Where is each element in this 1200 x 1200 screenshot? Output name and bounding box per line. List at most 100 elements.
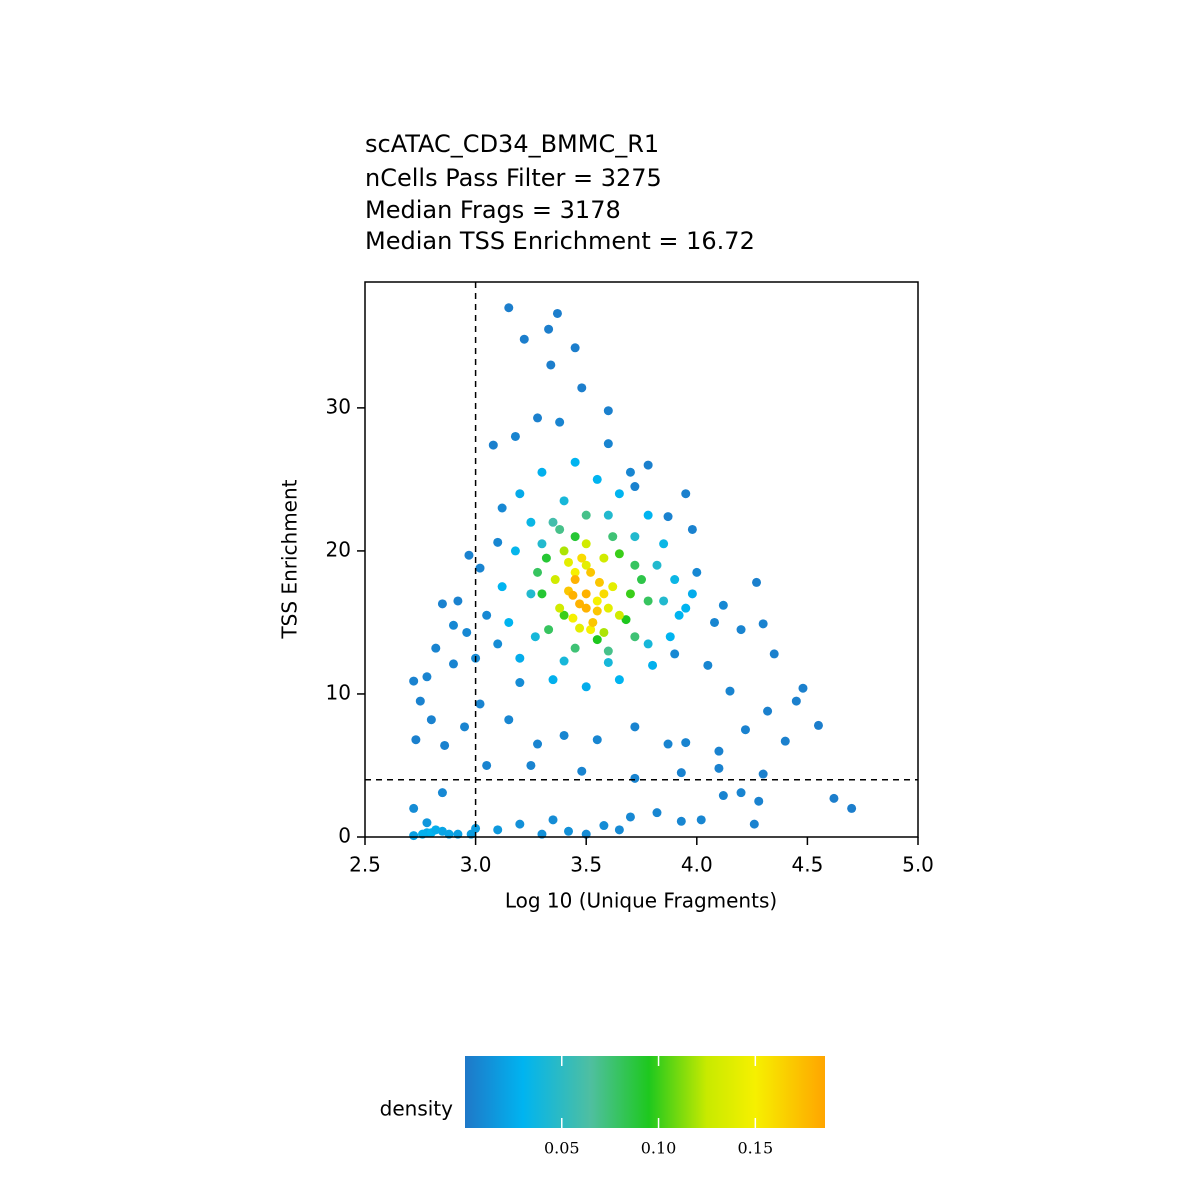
chart-title: scATAC_CD34_BMMC_R1 — [365, 130, 659, 158]
point — [594, 577, 604, 587]
point — [510, 546, 520, 556]
point — [614, 675, 624, 685]
point — [798, 683, 808, 693]
point — [813, 720, 823, 730]
point — [422, 672, 432, 682]
point — [555, 417, 565, 427]
point — [504, 715, 514, 725]
point — [687, 524, 697, 534]
point — [552, 308, 562, 318]
point — [621, 615, 631, 625]
point — [630, 482, 640, 492]
point — [437, 788, 447, 798]
point — [643, 596, 653, 606]
point — [544, 625, 554, 635]
point — [581, 510, 591, 520]
plot-frame — [364, 281, 919, 838]
point — [460, 722, 470, 732]
point — [570, 575, 580, 585]
point — [758, 769, 768, 779]
point — [559, 730, 569, 740]
chart-subtitle: Median Frags = 3178 — [365, 196, 621, 224]
point — [599, 821, 609, 831]
point — [526, 517, 536, 527]
point — [575, 623, 585, 633]
point — [692, 567, 702, 577]
point — [482, 760, 492, 770]
point — [426, 715, 436, 725]
y-tick-label: 30 — [326, 394, 351, 418]
point — [643, 510, 653, 520]
point — [588, 617, 598, 627]
point — [630, 773, 640, 783]
point — [544, 324, 554, 334]
point — [570, 343, 580, 353]
point — [510, 431, 520, 441]
point — [464, 550, 474, 560]
point — [696, 815, 706, 825]
point — [515, 678, 525, 688]
point — [614, 489, 624, 499]
point — [453, 596, 463, 606]
point — [577, 383, 587, 393]
point — [581, 539, 591, 549]
point — [570, 643, 580, 653]
colorbar-title: density — [380, 1097, 453, 1121]
point — [568, 590, 578, 600]
point — [763, 706, 773, 716]
x-tick-label: 3.0 — [460, 853, 492, 877]
point — [603, 603, 613, 613]
x-tick-label: 4.5 — [791, 853, 823, 877]
x-tick-label: 3.5 — [570, 853, 602, 877]
x-tick-label: 2.5 — [349, 853, 381, 877]
point — [643, 460, 653, 470]
point — [670, 575, 680, 585]
y-tick-label: 0 — [338, 824, 351, 848]
point — [749, 819, 759, 829]
point — [736, 788, 746, 798]
point — [482, 610, 492, 620]
point — [533, 413, 543, 423]
point — [754, 796, 764, 806]
point — [537, 539, 547, 549]
point — [526, 589, 536, 599]
point — [676, 768, 686, 778]
point — [570, 532, 580, 542]
point — [504, 303, 514, 313]
point — [670, 649, 680, 659]
point — [575, 599, 585, 609]
point — [725, 686, 735, 696]
point — [652, 560, 662, 570]
point — [559, 656, 569, 666]
point — [493, 537, 503, 547]
point — [769, 649, 779, 659]
point — [422, 818, 432, 828]
point — [625, 589, 635, 599]
point — [409, 676, 419, 686]
point — [555, 603, 565, 613]
point — [550, 575, 560, 585]
point — [564, 557, 574, 567]
chart-subtitle: nCells Pass Filter = 3275 — [365, 164, 662, 192]
point — [448, 659, 458, 669]
point — [681, 603, 691, 613]
point — [570, 457, 580, 467]
point — [643, 639, 653, 649]
point — [515, 653, 525, 663]
point — [548, 517, 558, 527]
point — [663, 739, 673, 749]
point — [559, 610, 569, 620]
point — [780, 736, 790, 746]
point — [533, 739, 543, 749]
point — [592, 635, 602, 645]
point — [648, 660, 658, 670]
point — [665, 632, 675, 642]
point — [526, 760, 536, 770]
point — [592, 735, 602, 745]
point — [714, 746, 724, 756]
point — [608, 532, 618, 542]
point — [703, 660, 713, 670]
point — [829, 793, 839, 803]
point — [603, 646, 613, 656]
point — [541, 553, 551, 563]
